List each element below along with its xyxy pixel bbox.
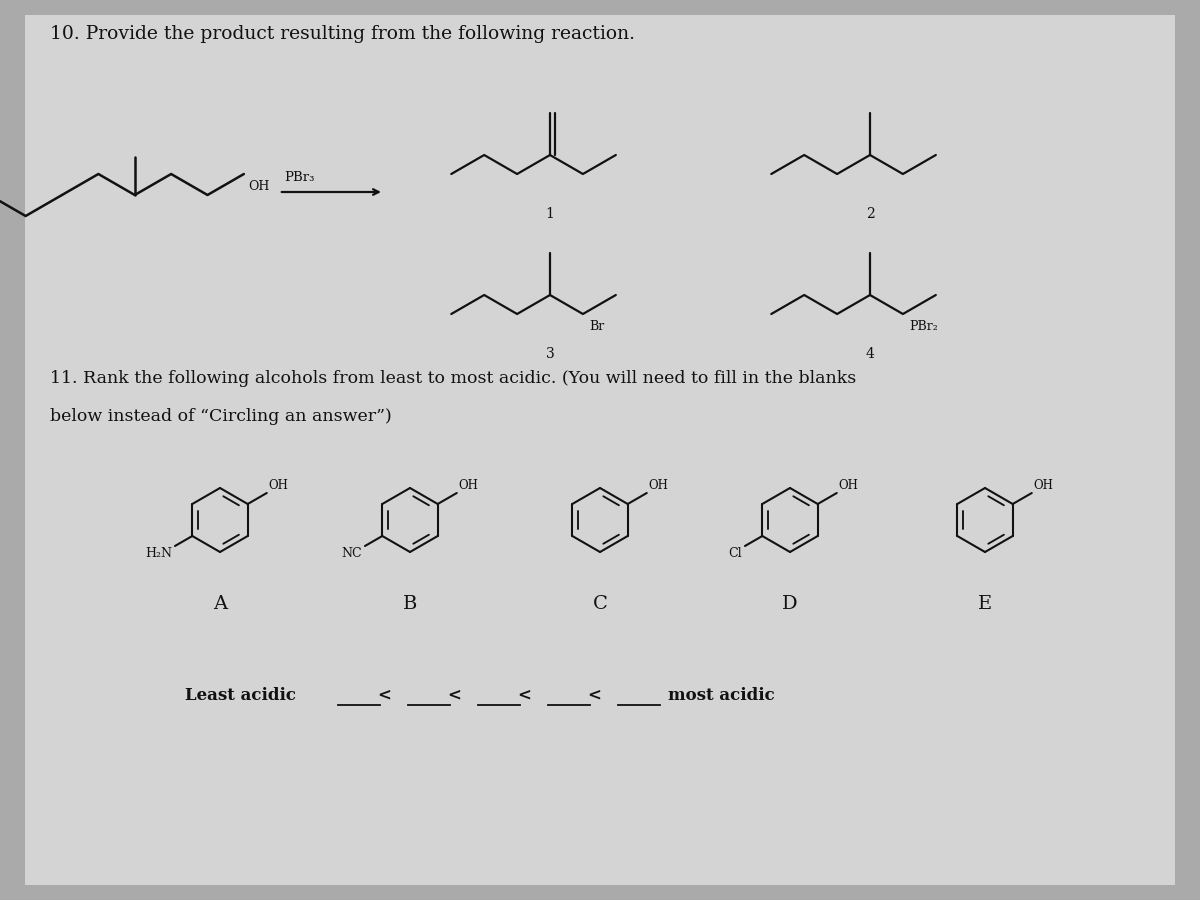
Text: 11. Rank the following alcohols from least to most acidic. (You will need to fil: 11. Rank the following alcohols from lea… [50, 370, 857, 387]
Text: 3: 3 [546, 347, 554, 361]
Text: PBr₃: PBr₃ [284, 171, 314, 184]
Text: Br: Br [589, 320, 604, 333]
Text: Cl: Cl [728, 547, 742, 560]
Text: C: C [593, 595, 607, 613]
Text: OH: OH [248, 180, 269, 193]
Text: Least acidic: Least acidic [185, 687, 296, 704]
Text: 4: 4 [865, 347, 875, 361]
Text: 1: 1 [546, 207, 554, 221]
Text: OH: OH [458, 479, 479, 492]
Text: D: D [782, 595, 798, 613]
Text: B: B [403, 595, 418, 613]
Text: NC: NC [341, 547, 362, 560]
Text: OH: OH [1033, 479, 1054, 492]
Text: E: E [978, 595, 992, 613]
Text: OH: OH [269, 479, 289, 492]
Text: 2: 2 [865, 207, 875, 221]
Text: <: < [377, 687, 391, 704]
Text: PBr₂: PBr₂ [908, 320, 937, 333]
Text: below instead of “Circling an answer”): below instead of “Circling an answer”) [50, 408, 391, 425]
Text: A: A [212, 595, 227, 613]
Text: 10. Provide the product resulting from the following reaction.: 10. Provide the product resulting from t… [50, 25, 635, 43]
Text: <: < [446, 687, 461, 704]
FancyBboxPatch shape [25, 15, 1175, 885]
Text: <: < [517, 687, 530, 704]
Text: OH: OH [649, 479, 668, 492]
Text: OH: OH [839, 479, 859, 492]
Text: H₂N: H₂N [145, 547, 172, 560]
Text: <: < [587, 687, 601, 704]
Text: most acidic: most acidic [668, 687, 775, 704]
